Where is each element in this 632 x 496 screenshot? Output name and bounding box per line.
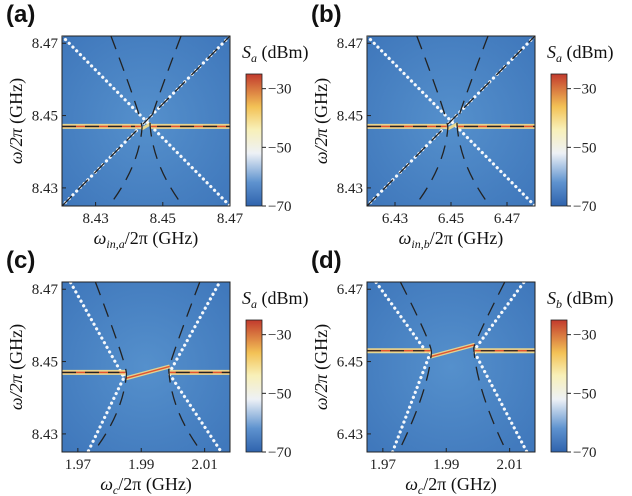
coupling-bridge bbox=[125, 365, 170, 380]
y-axis-label: ω/2π (GHz) bbox=[6, 78, 27, 164]
colorbar-tick-label: −70 bbox=[573, 199, 596, 215]
colorbar bbox=[245, 73, 263, 207]
x-tick-label: 1.99 bbox=[433, 457, 459, 473]
panel-2: (b) 6.43 6.45 6.47 8.43 8.45 8.47 ωin,b/2π (GHz… bbox=[311, 1, 614, 251]
colorbar-tick-label: −30 bbox=[573, 82, 596, 98]
colorbar-tick-label: −30 bbox=[268, 82, 291, 98]
x-axis-label: ωin,a/2π (GHz) bbox=[94, 228, 199, 251]
colorbar-tick-label: −50 bbox=[268, 140, 291, 156]
y-tick-label: 8.45 bbox=[337, 109, 363, 125]
sideband-upper-left bbox=[68, 282, 125, 379]
theory-diagonal bbox=[367, 36, 535, 206]
x-tick-label: 1.97 bbox=[370, 457, 397, 473]
x-tick-label: 8.47 bbox=[217, 211, 244, 227]
theory-arm-right bbox=[168, 282, 203, 452]
colorbar-tick-label: −30 bbox=[573, 328, 596, 344]
y-axis-label: ω/2π (GHz) bbox=[6, 324, 27, 410]
heatmap-background bbox=[367, 282, 535, 452]
y-tick-label: 8.43 bbox=[337, 181, 363, 197]
plot-frame bbox=[61, 281, 231, 453]
x-tick-label: 8.43 bbox=[82, 211, 108, 227]
y-tick-label: 6.47 bbox=[337, 282, 364, 298]
colorbar-tick-label: −50 bbox=[268, 386, 291, 402]
x-tick-label: 6.43 bbox=[382, 211, 408, 227]
y-tick-label: 6.43 bbox=[337, 427, 363, 443]
colorbar-tick-label: −70 bbox=[268, 445, 291, 461]
colorbar-tick-label: −50 bbox=[573, 140, 596, 156]
panel-3: (c) 1.97 1.99 2.01 8.43 8.45 8.47 ωc/2π (GHz) ω/… bbox=[6, 247, 309, 496]
colorbar-title: Sb (dBm) bbox=[547, 288, 614, 311]
panel-label: (c) bbox=[6, 247, 35, 274]
theory-arm-left bbox=[108, 36, 143, 206]
x-tick-label: 2.01 bbox=[497, 457, 523, 473]
theory-arm-right bbox=[149, 36, 184, 206]
heatmap-content bbox=[367, 36, 535, 206]
theory-arm-left bbox=[92, 282, 128, 452]
y-tick-label: 6.45 bbox=[337, 355, 363, 371]
sideband-lower-right bbox=[168, 372, 224, 452]
probe-diagonal-down bbox=[62, 36, 230, 206]
theory-arm-right bbox=[473, 282, 508, 452]
coupling-bridge bbox=[140, 122, 152, 131]
y-tick-label: 8.43 bbox=[32, 181, 58, 197]
colorbar-tick-label: −70 bbox=[573, 445, 596, 461]
x-tick-label: 1.97 bbox=[65, 457, 92, 473]
colorbar bbox=[245, 319, 263, 453]
plot-frame bbox=[366, 281, 536, 453]
colorbar-title: Sa (dBm) bbox=[242, 42, 309, 65]
x-tick-label: 6.45 bbox=[438, 211, 464, 227]
y-tick-label: 8.47 bbox=[32, 282, 59, 298]
x-tick-label: 8.45 bbox=[150, 211, 176, 227]
colorbar-tick-label: −70 bbox=[268, 199, 291, 215]
plot-frame bbox=[61, 35, 231, 207]
theory-arm-left bbox=[397, 282, 433, 452]
y-tick-label: 8.45 bbox=[32, 109, 58, 125]
panel-label: (b) bbox=[311, 1, 342, 28]
sideband-upper-right bbox=[170, 282, 222, 371]
theory-diagonal bbox=[62, 36, 230, 206]
probe-diagonal-down bbox=[367, 36, 535, 206]
theory-arm-left bbox=[414, 36, 449, 206]
panel-label: (a) bbox=[6, 1, 35, 28]
coupling-bridge bbox=[430, 344, 475, 358]
panel-4: (d) 1.97 1.99 2.01 6.43 6.45 6.47 ωc/2π (GHz) ω/… bbox=[311, 247, 614, 496]
x-axis-label: ωc/2π (GHz) bbox=[100, 474, 192, 496]
sideband-upper-left bbox=[373, 282, 430, 357]
panel-label: (d) bbox=[311, 247, 342, 274]
x-tick-label: 2.01 bbox=[192, 457, 218, 473]
theory-arm-right bbox=[456, 36, 491, 206]
y-axis-label: ω/2π (GHz) bbox=[311, 78, 332, 164]
y-axis-label: ω/2π (GHz) bbox=[311, 324, 332, 410]
colorbar bbox=[550, 73, 568, 207]
sideband-lower-right bbox=[473, 351, 529, 452]
colorbar-tick-label: −50 bbox=[573, 386, 596, 402]
colorbar-tick-label: −30 bbox=[268, 328, 291, 344]
x-tick-label: 6.47 bbox=[494, 211, 521, 227]
heatmap-content bbox=[367, 282, 535, 452]
colorbar-title: Sa (dBm) bbox=[242, 288, 309, 311]
x-axis-label: ωc/2π (GHz) bbox=[405, 474, 497, 496]
y-tick-label: 8.47 bbox=[337, 36, 364, 52]
coupling-bridge bbox=[446, 122, 459, 131]
y-tick-label: 8.47 bbox=[32, 36, 59, 52]
panel-1: (a) 8.43 8.45 8.47 8.43 8.45 8.47 ωin,a/2π (GHz… bbox=[6, 1, 309, 251]
y-tick-label: 8.43 bbox=[32, 427, 58, 443]
sideband-lower-left bbox=[86, 372, 127, 452]
x-axis-label: ωin,b/2π (GHz) bbox=[399, 228, 504, 251]
heatmap-content bbox=[62, 282, 230, 452]
colorbar bbox=[550, 319, 568, 453]
colorbar-title: Sa (dBm) bbox=[547, 42, 614, 65]
heatmap-content bbox=[62, 36, 230, 206]
y-tick-label: 8.45 bbox=[32, 355, 58, 371]
x-tick-label: 1.99 bbox=[128, 457, 154, 473]
sideband-upper-right bbox=[475, 282, 527, 349]
